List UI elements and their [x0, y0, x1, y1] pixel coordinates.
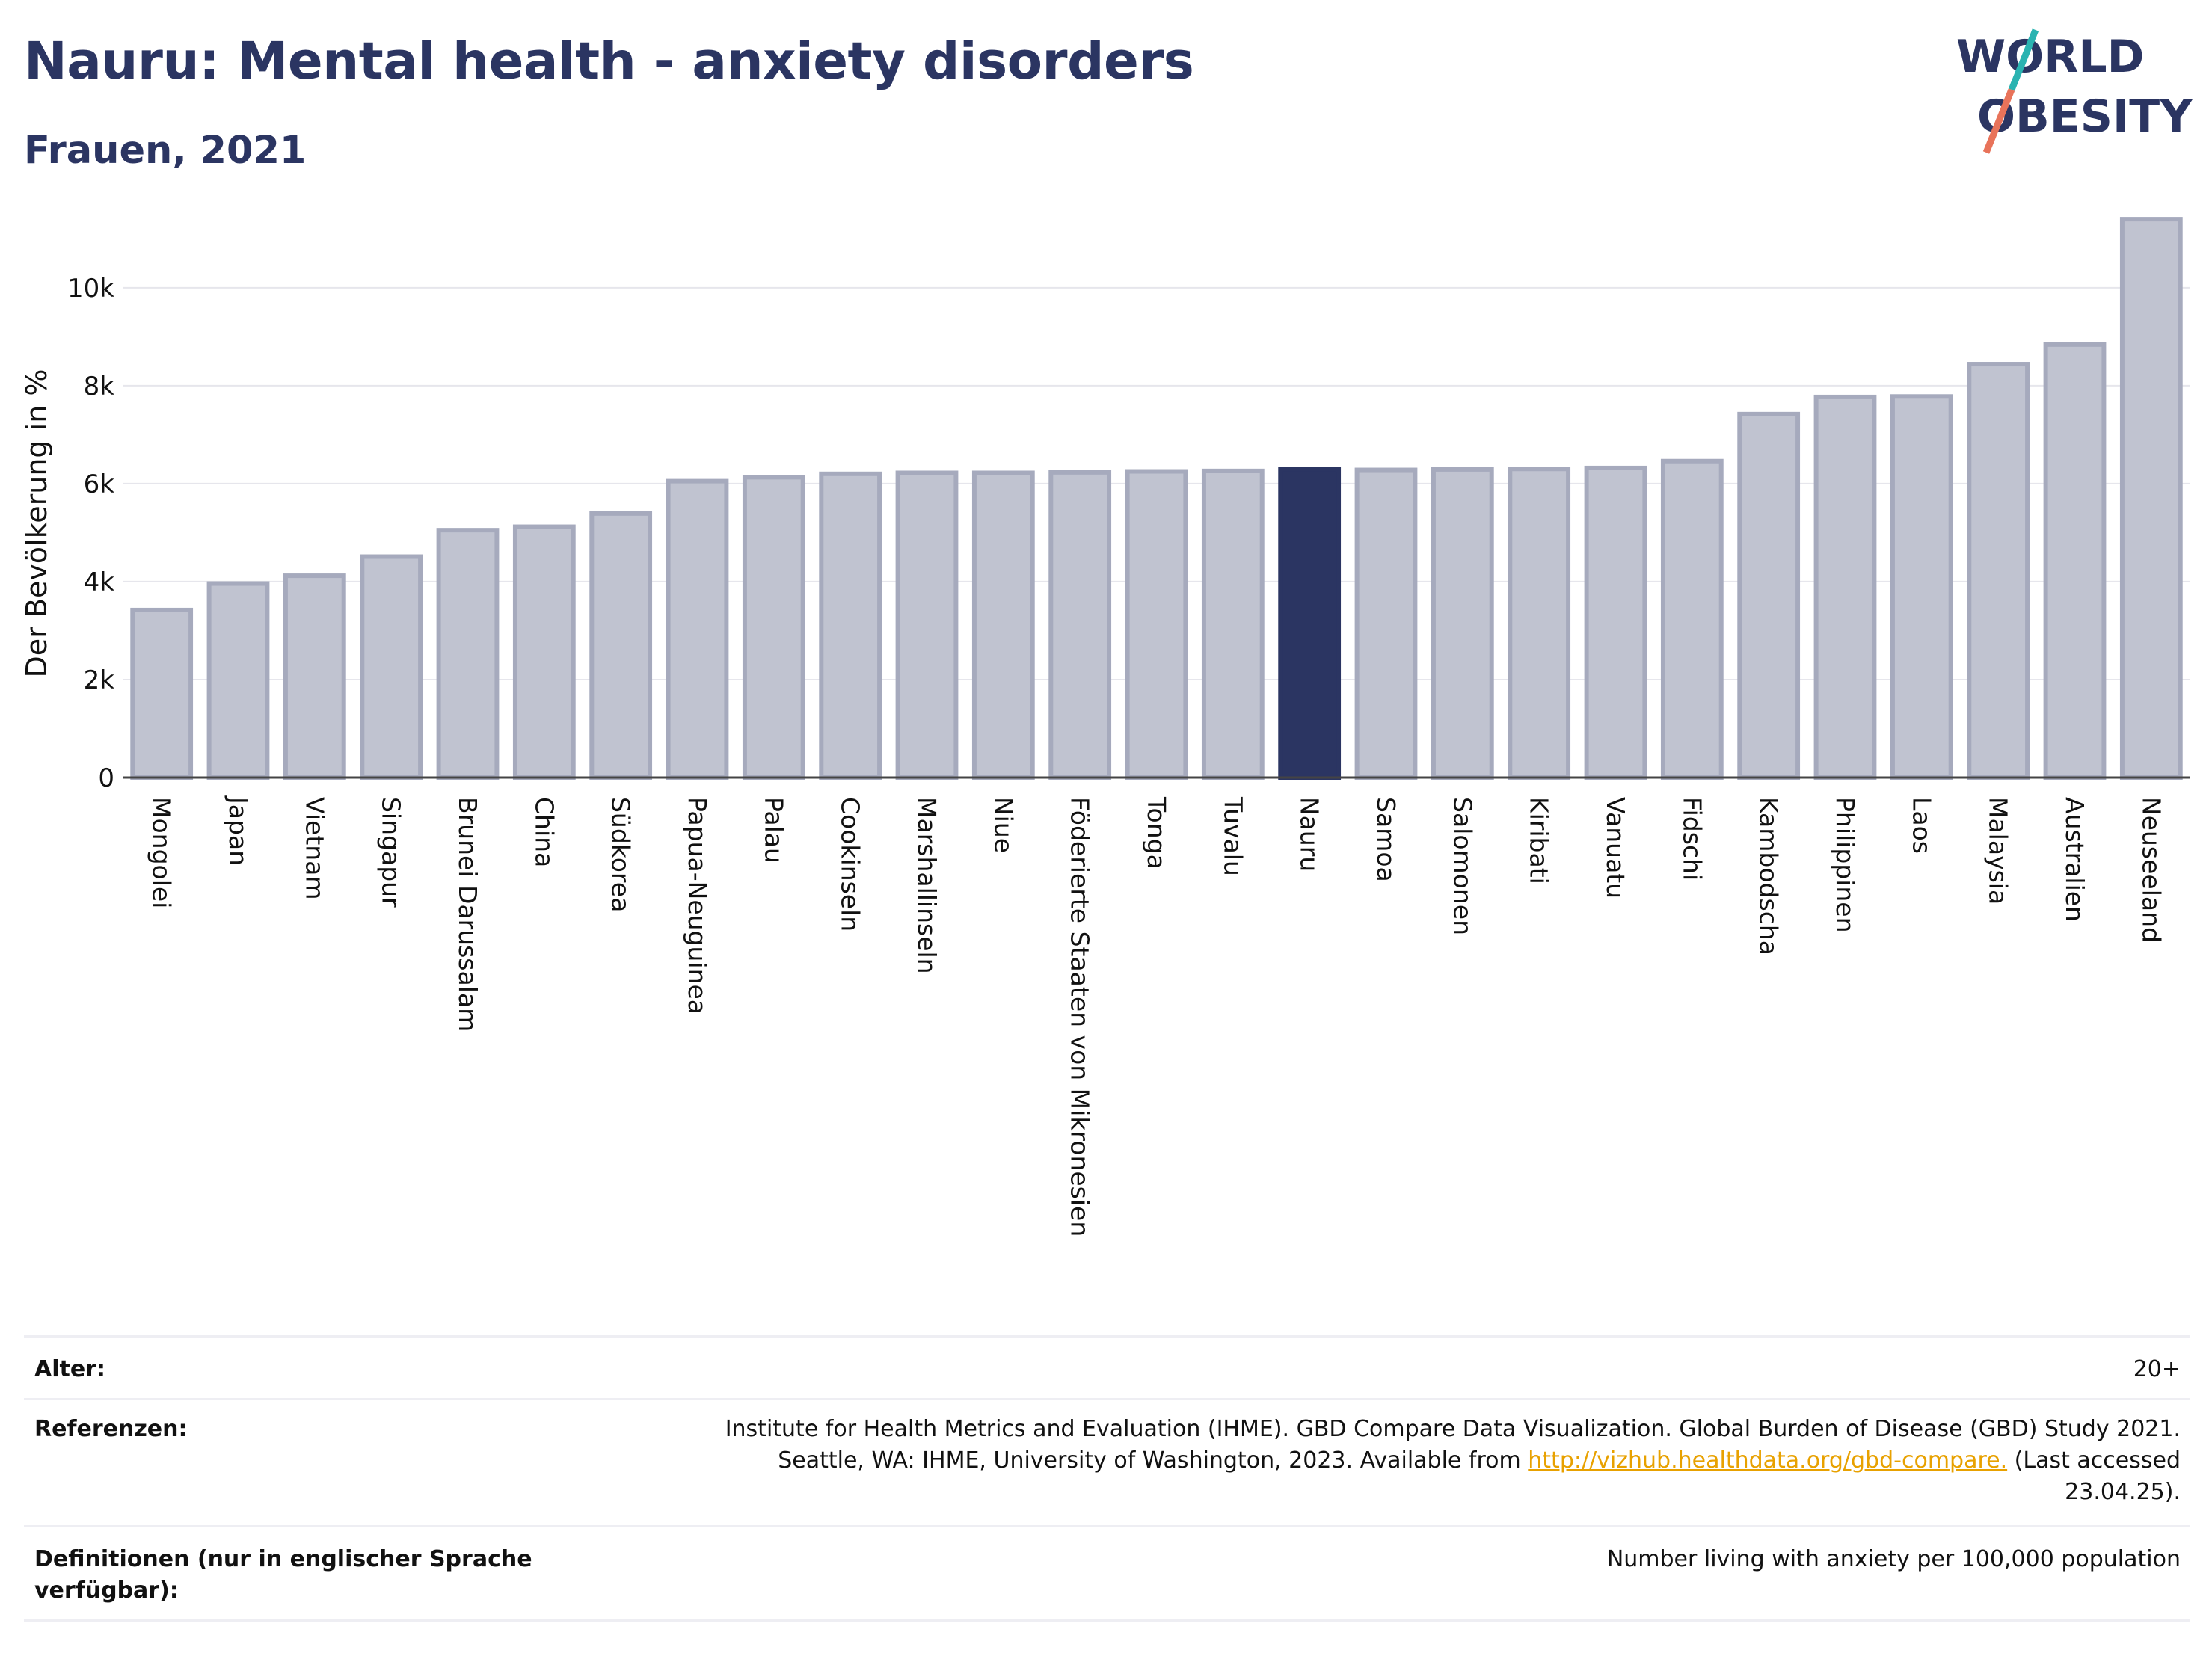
x-tick-label: Vanuatu [1601, 797, 1630, 899]
bar-samoa[interactable] [1354, 467, 1418, 780]
x-tick-label: Südkorea [606, 797, 636, 912]
x-tick-label: Salomonen [1448, 797, 1477, 935]
x-tick-label: Kambodscha [1754, 797, 1784, 955]
bar-brunei-darussalam[interactable] [436, 528, 500, 780]
bar-palau[interactable] [742, 475, 805, 780]
bar-niue[interactable] [971, 470, 1035, 780]
x-tick-label: China [529, 797, 559, 867]
logo-slash-teal [2008, 28, 2039, 91]
x-tick-label: Singapur [377, 797, 406, 908]
world-obesity-logo: WORLD OBESITY [1956, 28, 2193, 154]
x-tick-label: Vietnam [300, 797, 329, 900]
y-tick-labels: 0 2k 4k 6k 8k 10k [67, 274, 114, 793]
bar-australien[interactable] [2043, 342, 2107, 781]
y-tick-label: 4k [84, 567, 115, 597]
x-tick-label: Brunei Darussalam [453, 797, 482, 1032]
x-tick-label: Palau [759, 797, 788, 864]
x-tick-label: Niue [989, 797, 1018, 853]
bar-vanuatu[interactable] [1584, 465, 1647, 780]
logo-line-obesity: OBESITY [1977, 90, 2193, 143]
bar-philippinen[interactable] [1813, 394, 1877, 780]
y-tick-label: 8k [84, 372, 115, 401]
bar-malaysia[interactable] [1967, 362, 2030, 780]
x-tick-label: Tonga [1142, 796, 1171, 869]
y-tick-label: 2k [84, 665, 115, 695]
x-tick-label: Malaysia [1984, 797, 2013, 905]
bar-föderierte-staaten-von-mikronesien[interactable] [1048, 470, 1112, 780]
references-line-2: Seattle, WA: IHME, University of Washing… [535, 1445, 2181, 1477]
bar-marshallinseln[interactable] [895, 470, 959, 780]
references-line-3: 23.04.25). [2065, 1479, 2181, 1505]
x-tick-label: Japan [224, 795, 253, 866]
logo-slash-coral [1982, 88, 2015, 154]
x-tick-label: Neuseeland [2136, 797, 2166, 943]
x-tick-label: Cookinseln [836, 797, 865, 932]
bar-südkorea[interactable] [589, 511, 653, 780]
definitions-label: Definitionen (nur in englischer Sprache … [34, 1546, 532, 1604]
references-line-1: Institute for Health Metrics and Evaluat… [725, 1416, 2181, 1442]
bar-mongolei[interactable] [130, 607, 194, 780]
bars [130, 217, 2183, 781]
bar-tuvalu[interactable] [1201, 468, 1265, 780]
meta-bottom-rule [24, 1619, 2190, 1622]
references-text-2b: (Last accessed [2007, 1447, 2181, 1474]
y-tick-label: 10k [67, 274, 114, 304]
x-tick-label: Nauru [1295, 797, 1324, 872]
x-tick-label: Australien [2060, 797, 2089, 922]
bar-kiribati[interactable] [1508, 467, 1571, 780]
references-text-2a: Seattle, WA: IHME, University of Washing… [778, 1447, 1529, 1474]
age-label: Alter: [34, 1356, 105, 1382]
meta-row-age: Alter: 20+ [24, 1335, 2190, 1400]
x-tick-label: Samoa [1371, 797, 1401, 882]
y-tick-label: 0 [98, 763, 114, 793]
page-title: Nauru: Mental health - anxiety disorders [24, 31, 1194, 91]
definitions-value: Number living with anxiety per 100,000 p… [1606, 1546, 2181, 1572]
references-label: Referenzen: [34, 1416, 188, 1442]
x-tick-label: Fidschi [1677, 797, 1706, 881]
x-tick-label: Philippinen [1831, 797, 1860, 933]
x-tick-label: Kiribati [1525, 797, 1554, 884]
y-axis-label: Der Bevölkerung in % [20, 369, 53, 678]
bar-japan[interactable] [206, 581, 270, 780]
bar-fidschi[interactable] [1660, 458, 1724, 780]
bar-vietnam[interactable] [283, 573, 346, 780]
x-tick-label: Marshallinseln [912, 797, 941, 974]
bar-singapur[interactable] [360, 554, 423, 780]
references-value: Institute for Health Metrics and Evaluat… [535, 1414, 2181, 1508]
references-link[interactable]: http://vizhub.healthdata.org/gbd-compare… [1528, 1447, 2008, 1474]
x-tick-label: Tuvalu [1218, 796, 1247, 876]
x-tick-label: Papua-Neuguinea [683, 797, 712, 1015]
meta-row-references: Referenzen: Institute for Health Metrics… [24, 1398, 2190, 1527]
logo-line-world: WORLD [1956, 31, 2144, 83]
bar-neuseeland[interactable] [2119, 217, 2183, 780]
bar-nauru[interactable] [1278, 467, 1342, 780]
y-tick-label: 6k [84, 470, 115, 499]
x-tick-label: Laos [1907, 797, 1936, 854]
bar-china[interactable] [512, 524, 576, 780]
bar-chart: 0 2k 4k 6k 8k 10k Mongolei Japan Vietnam Singapu… [20, 217, 2190, 1237]
bar-cookinseln[interactable] [819, 471, 882, 780]
x-tick-label: Mongolei [147, 797, 176, 908]
bar-laos[interactable] [1890, 394, 1953, 781]
x-tick-label: Föderierte Staaten von Mikronesien [1066, 797, 1095, 1237]
bar-tonga[interactable] [1125, 469, 1188, 780]
bar-papua-neuguinea[interactable] [666, 478, 729, 780]
meta-row-definitions: Definitionen (nur in englischer Sprache … [24, 1525, 2190, 1622]
page-subtitle: Frauen, 2021 [24, 129, 307, 173]
bar-kambodscha[interactable] [1737, 411, 1801, 780]
x-category-labels: Mongolei Japan Vietnam Singapur Brunei Darus… [147, 795, 2166, 1237]
metadata-table: Alter: 20+ Referenzen: Institute for Hea… [24, 1335, 2190, 1627]
age-value: 20+ [2133, 1356, 2181, 1382]
bar-salomonen[interactable] [1431, 467, 1494, 780]
